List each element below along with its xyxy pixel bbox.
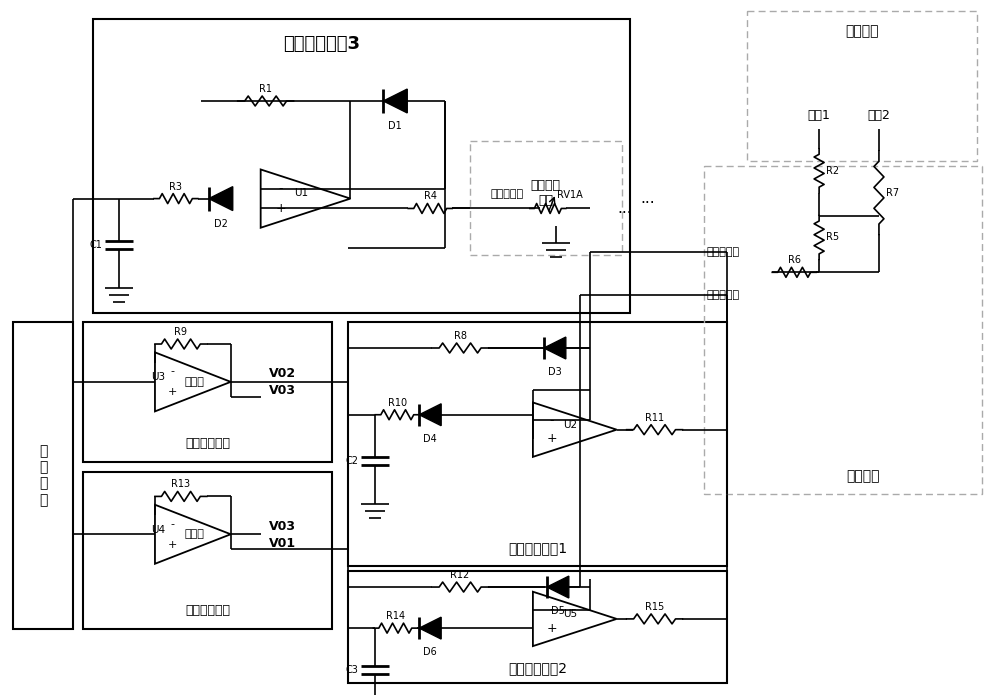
Bar xyxy=(704,166,982,494)
Text: ...: ... xyxy=(640,191,655,206)
Text: -: - xyxy=(279,182,283,196)
Text: 短路采样点: 短路采样点 xyxy=(706,247,740,258)
Bar xyxy=(747,11,977,161)
Text: C3: C3 xyxy=(346,665,358,675)
Text: U1: U1 xyxy=(294,188,308,198)
Text: RV1A: RV1A xyxy=(557,189,583,200)
Polygon shape xyxy=(155,352,231,411)
Text: 开路比较模块: 开路比较模块 xyxy=(185,604,230,617)
Text: U2: U2 xyxy=(564,420,578,429)
Polygon shape xyxy=(533,402,617,457)
Text: D1: D1 xyxy=(388,121,402,131)
Polygon shape xyxy=(547,576,569,598)
Text: 源端采样点: 源端采样点 xyxy=(490,189,523,200)
Text: -: - xyxy=(550,414,554,427)
Bar xyxy=(348,322,727,566)
Text: C1: C1 xyxy=(89,240,102,250)
Text: 电极1: 电极1 xyxy=(808,109,831,122)
Text: R5: R5 xyxy=(826,232,839,242)
Text: +: + xyxy=(546,432,557,445)
Text: D5: D5 xyxy=(551,606,565,616)
Polygon shape xyxy=(533,592,617,646)
Text: D2: D2 xyxy=(214,219,228,228)
Text: -: - xyxy=(170,366,174,377)
Text: R9: R9 xyxy=(174,327,187,337)
Polygon shape xyxy=(155,505,231,564)
Text: V02: V02 xyxy=(269,367,296,381)
Polygon shape xyxy=(419,404,441,426)
Text: V03: V03 xyxy=(269,384,296,397)
Text: 峰值检波模块2: 峰值检波模块2 xyxy=(508,661,567,674)
Text: R7: R7 xyxy=(886,188,899,198)
Text: C2: C2 xyxy=(345,456,358,466)
Text: +: + xyxy=(167,388,177,397)
Polygon shape xyxy=(419,617,441,639)
Bar xyxy=(83,322,332,461)
Text: D3: D3 xyxy=(548,367,562,377)
Text: R1: R1 xyxy=(259,84,272,94)
Text: V01: V01 xyxy=(269,537,296,550)
Polygon shape xyxy=(261,169,350,228)
Text: R8: R8 xyxy=(454,331,467,341)
Text: 峰值检波模块3: 峰值检波模块3 xyxy=(283,35,360,53)
Text: U5: U5 xyxy=(564,609,578,619)
Text: R6: R6 xyxy=(788,255,801,265)
Text: 控
制
模
块: 控 制 模 块 xyxy=(39,444,47,507)
Text: R12: R12 xyxy=(450,570,470,580)
Bar xyxy=(83,471,332,629)
Text: +: + xyxy=(276,202,286,215)
Text: 比较器: 比较器 xyxy=(185,377,205,387)
Text: -: - xyxy=(550,603,554,616)
Text: 强度调节
模块: 强度调节 模块 xyxy=(531,179,561,207)
Text: ...: ... xyxy=(617,201,632,216)
Bar xyxy=(93,19,630,313)
Bar xyxy=(13,322,73,629)
Text: R10: R10 xyxy=(388,397,407,408)
Polygon shape xyxy=(209,187,233,211)
Text: R15: R15 xyxy=(645,602,664,612)
Text: 采样模块: 采样模块 xyxy=(846,470,880,484)
Text: +: + xyxy=(167,540,177,550)
Text: R13: R13 xyxy=(171,480,190,489)
Text: R14: R14 xyxy=(386,611,405,621)
Text: R3: R3 xyxy=(169,182,182,191)
Text: D4: D4 xyxy=(423,434,437,443)
Text: 电极2: 电极2 xyxy=(868,109,890,122)
Text: 开路采样点: 开路采样点 xyxy=(706,290,740,300)
Bar xyxy=(348,571,727,683)
Text: R2: R2 xyxy=(826,166,839,175)
Bar xyxy=(470,141,622,255)
Text: 输出模块: 输出模块 xyxy=(845,24,879,38)
Text: R11: R11 xyxy=(645,413,664,422)
Text: 比较器: 比较器 xyxy=(185,529,205,539)
Text: R4: R4 xyxy=(424,191,437,201)
Text: U4: U4 xyxy=(151,525,166,535)
Text: D6: D6 xyxy=(423,647,437,657)
Text: -: - xyxy=(170,519,174,529)
Text: V03: V03 xyxy=(269,520,296,532)
Polygon shape xyxy=(544,337,566,359)
Text: U3: U3 xyxy=(151,372,166,382)
Polygon shape xyxy=(383,89,407,113)
Text: 短路比较模块: 短路比较模块 xyxy=(185,437,230,450)
Text: 峰值检波模块1: 峰值检波模块1 xyxy=(508,541,567,555)
Text: +: + xyxy=(546,622,557,635)
